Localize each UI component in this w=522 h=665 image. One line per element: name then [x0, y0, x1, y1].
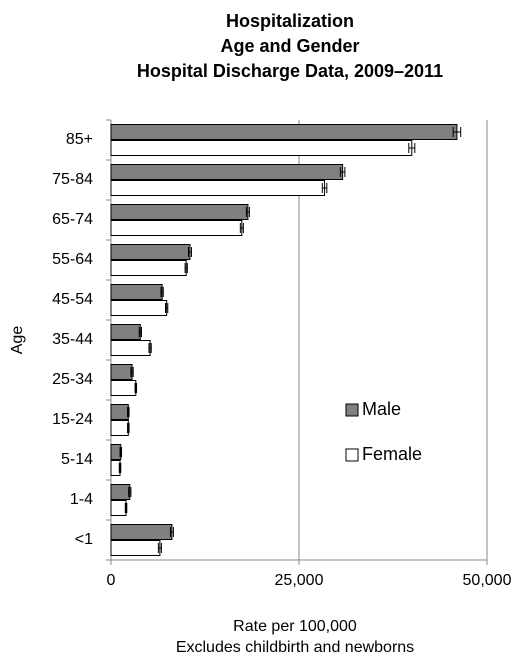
y-tick-label: 15-24 [52, 411, 93, 428]
legend-swatch [345, 403, 359, 417]
bar [110, 124, 458, 140]
y-axis-label: Age [9, 326, 26, 355]
chart-title: Age and Gender [220, 36, 359, 56]
chart-title: Hospital Discharge Data, 2009–2011 [137, 61, 443, 81]
bar [110, 284, 163, 300]
bar [110, 404, 129, 420]
bar [110, 300, 168, 316]
bar [110, 180, 326, 196]
bar [110, 204, 249, 220]
bar [110, 340, 151, 356]
legend-swatch [345, 448, 359, 462]
bar [110, 420, 129, 436]
x-axis-label: Rate per 100,000 [233, 618, 357, 635]
y-tick-label: 55-64 [52, 251, 93, 268]
bar [110, 460, 121, 476]
y-tick-label: 5-14 [61, 451, 93, 468]
y-tick-label: 25-34 [52, 371, 93, 388]
bar [110, 220, 243, 236]
y-tick-label: 75-84 [52, 171, 93, 188]
y-tick-label: 1-4 [70, 491, 93, 508]
chart-title: Hospitalization [226, 11, 354, 31]
y-tick-label: 85+ [66, 131, 93, 148]
bar [110, 484, 131, 500]
x-tick-label: 25,000 [275, 572, 324, 589]
bar [110, 524, 173, 540]
legend-label: Female [362, 444, 422, 464]
bar [110, 540, 161, 556]
y-tick-label: <1 [75, 531, 93, 548]
bar [110, 500, 127, 516]
y-tick-label: 45-54 [52, 291, 93, 308]
bar [110, 260, 187, 276]
bar [110, 444, 122, 460]
bar [110, 324, 141, 340]
bar [110, 244, 191, 260]
legend-label: Male [362, 399, 401, 419]
bar [110, 380, 137, 396]
bar [110, 164, 344, 180]
x-tick-label: 50,000 [463, 572, 512, 589]
note: Excludes childbirth and newborns [176, 639, 414, 656]
y-tick-label: 35-44 [52, 331, 93, 348]
x-tick-label: 0 [107, 572, 116, 589]
bar [110, 364, 133, 380]
bar [110, 140, 413, 156]
y-tick-label: 65-74 [52, 211, 93, 228]
